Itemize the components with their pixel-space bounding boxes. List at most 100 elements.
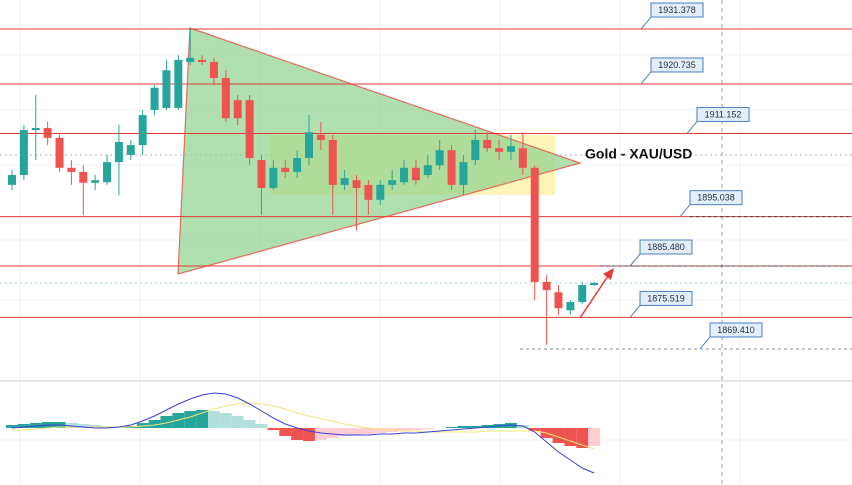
candle-body [578,285,587,303]
histogram-bar [576,428,589,448]
candle-body [554,292,563,309]
candle-body [209,61,218,78]
histogram-bar [160,416,173,428]
candle-body [162,70,171,108]
histogram-bar [350,428,363,435]
histogram-bar [303,428,315,441]
candle-body [198,59,207,62]
candle-body [506,146,515,152]
chart-title: Gold - XAU/USD [585,146,692,162]
label-pointer [686,121,698,134]
candle-body [495,148,504,152]
candle-body [257,160,266,188]
histogram-bar [6,425,18,428]
histogram-bar [291,428,304,440]
macd-line [11,392,595,474]
candle-body [67,167,76,172]
histogram-bar [314,428,327,440]
signal-line [12,402,595,450]
level-label-box [639,239,693,255]
candle-body [364,184,373,200]
candle-body [126,145,135,155]
candle-body [435,150,444,166]
histogram-bar [552,428,565,443]
candle-body [400,167,409,183]
histogram-bar [421,428,434,429]
histogram-bar [374,428,387,433]
candle-body [103,162,112,183]
level-label-box [639,290,693,306]
candle-body [328,139,337,185]
candle-body [471,139,480,161]
histogram-bar [326,428,339,438]
level-label-box [709,322,763,338]
candle-body [8,175,16,185]
annotations: Gold - XAU/USD [579,146,692,319]
candle-body [79,171,88,183]
histogram-bar [148,420,161,428]
levels: 1931.378 1920.735 1911.152 1895.038 1885.480… [0,2,852,350]
histogram-bar [255,424,268,428]
drawings [177,27,583,275]
level-label: 1911.152 [705,109,742,119]
candle-body [138,115,147,146]
histogram-bar [29,423,42,428]
candle-body [411,167,420,181]
histogram-bar [338,428,351,436]
histogram-bar [267,428,280,430]
label-pointer [629,253,641,267]
candle-body [31,128,40,131]
candle-body [114,141,123,163]
candle-body [388,180,397,185]
level-label-box [650,57,704,73]
candle-body [352,180,361,188]
candle-body [518,148,527,168]
candle-body [590,282,599,285]
candle-body [447,150,456,185]
histogram-bar [528,428,541,431]
candle-body [305,132,313,158]
histogram-bar [588,428,601,446]
candle-body [150,87,159,110]
label-pointer [640,16,652,30]
candle-body [293,157,302,172]
histogram-bar [184,411,197,428]
histogram-bar [457,426,470,428]
histogram-bar [219,413,232,428]
candle-body [423,165,432,176]
candle-body [43,128,52,138]
candle-body [459,162,468,185]
histogram-bar [196,410,209,428]
label-pointer [629,305,641,318]
level-label: 1895.038 [697,193,735,203]
candles [8,27,599,345]
level-label: 1931.378 [658,5,696,15]
label-pointer [640,71,652,85]
candle-body [269,167,278,188]
candle-body [174,59,183,108]
level-label: 1869.410 [717,325,755,335]
candle-body [316,134,325,140]
histogram-bar [208,411,220,428]
histogram-bar [77,424,90,428]
level-label-box [650,2,704,18]
histogram-bar [398,428,410,431]
histogram-bar [362,428,375,434]
level-label: 1875.519 [647,293,685,303]
level-label-box [696,106,750,122]
candle-body [221,77,230,119]
histogram-bar [243,420,256,428]
candle-body [542,281,551,291]
histogram-bar [469,426,482,428]
histogram-bar [409,428,422,430]
level-label: 1920.735 [658,60,696,70]
candle-body [376,184,385,200]
candle-body [91,180,100,183]
candle-body [340,178,349,185]
candle-body [566,302,575,311]
level-label: 1885.480 [647,242,685,252]
macd-pane [6,392,601,474]
